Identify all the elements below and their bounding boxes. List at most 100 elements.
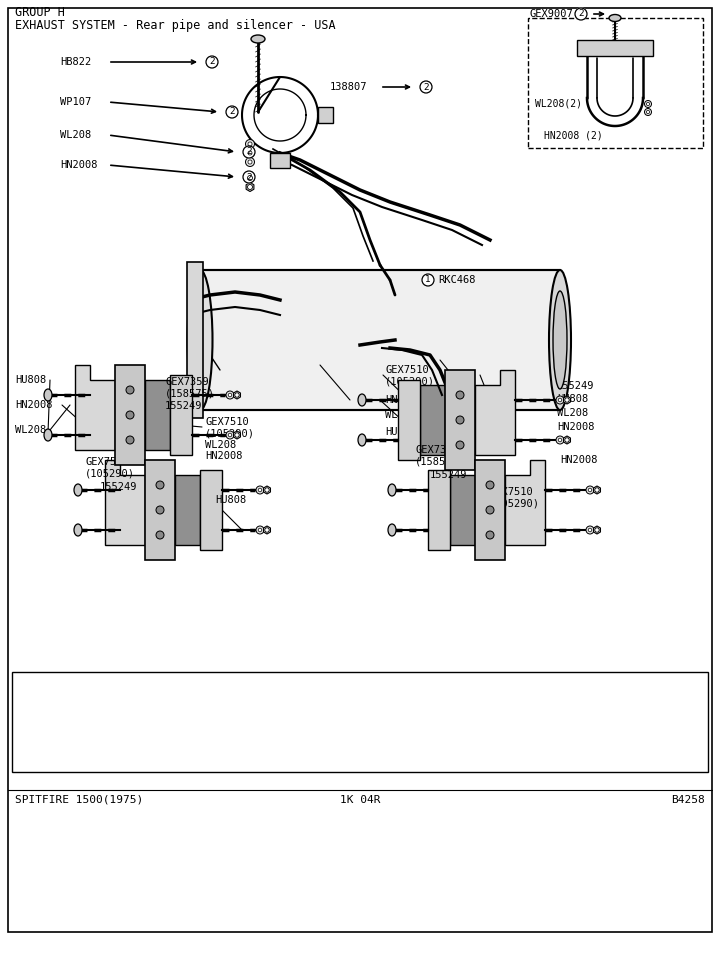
Bar (528, 18, 703, 148)
Polygon shape (475, 370, 515, 455)
Circle shape (248, 184, 253, 189)
Ellipse shape (44, 389, 52, 401)
Ellipse shape (388, 524, 396, 536)
Circle shape (226, 106, 238, 118)
Text: GEX7510: GEX7510 (385, 365, 428, 375)
Text: (105290): (105290) (205, 428, 255, 438)
Circle shape (248, 151, 252, 155)
Polygon shape (264, 486, 271, 494)
Circle shape (243, 146, 255, 158)
Circle shape (647, 103, 649, 106)
Bar (577, 40, 653, 56)
Polygon shape (200, 270, 560, 410)
Bar (115, 365, 145, 465)
Circle shape (156, 481, 164, 489)
Circle shape (226, 391, 234, 399)
Text: EXHAUST SYSTEM - Rear pipe and silencer - USA: EXHAUST SYSTEM - Rear pipe and silencer … (15, 19, 336, 33)
Ellipse shape (74, 484, 82, 496)
Bar (175, 475, 200, 545)
Text: RKC468: RKC468 (438, 275, 475, 285)
Polygon shape (505, 460, 545, 545)
Polygon shape (233, 391, 240, 399)
Circle shape (422, 274, 434, 286)
Text: GEX7510: GEX7510 (205, 417, 248, 427)
Text: 155249: 155249 (165, 401, 202, 411)
Circle shape (126, 411, 134, 419)
Text: HU808: HU808 (215, 495, 246, 505)
Bar (420, 385, 445, 455)
Text: 2: 2 (246, 148, 252, 156)
Text: 2: 2 (578, 10, 584, 18)
Bar (428, 470, 450, 550)
Circle shape (258, 528, 262, 532)
Polygon shape (105, 460, 145, 545)
Text: These parts comply with Californian state regulations when: These parts comply with Californian stat… (38, 682, 415, 692)
Text: (158575): (158575) (165, 388, 215, 398)
Text: GEX7359: GEX7359 (165, 377, 209, 387)
Bar (145, 380, 170, 450)
Text: (158575): (158575) (415, 456, 465, 466)
Circle shape (575, 8, 587, 20)
Circle shape (556, 396, 564, 404)
Text: fitted on the vehicles to which this list applies.: fitted on the vehicles to which this lis… (38, 697, 363, 707)
Ellipse shape (388, 484, 396, 496)
Circle shape (248, 176, 253, 180)
Circle shape (558, 438, 562, 442)
Text: WL208: WL208 (557, 408, 588, 418)
Bar (398, 380, 420, 460)
Bar (187, 262, 203, 418)
Circle shape (588, 489, 592, 492)
Bar (145, 460, 175, 560)
Text: WL208: WL208 (15, 425, 46, 435)
Ellipse shape (187, 270, 212, 410)
Circle shape (456, 391, 464, 399)
Polygon shape (233, 431, 240, 439)
Circle shape (235, 433, 239, 437)
Text: 2: 2 (423, 83, 429, 91)
Circle shape (256, 486, 264, 494)
Polygon shape (593, 486, 600, 494)
Text: WL208(2): WL208(2) (535, 98, 582, 108)
Circle shape (248, 142, 252, 146)
Polygon shape (318, 107, 333, 123)
Circle shape (126, 386, 134, 394)
Circle shape (420, 81, 432, 93)
Text: GEX9007: GEX9007 (530, 9, 574, 19)
Circle shape (456, 441, 464, 449)
Text: 2: 2 (23, 723, 29, 732)
Circle shape (126, 436, 134, 444)
Bar (12, 672, 708, 772)
Circle shape (156, 506, 164, 514)
Circle shape (556, 436, 564, 444)
Circle shape (235, 393, 239, 397)
Text: WL208: WL208 (60, 130, 91, 140)
Text: GEX7510: GEX7510 (490, 487, 534, 497)
Text: 1K 04R: 1K 04R (340, 795, 380, 805)
Circle shape (206, 56, 218, 68)
Circle shape (486, 481, 494, 489)
Circle shape (564, 438, 570, 443)
Ellipse shape (609, 14, 621, 21)
Text: WP107: WP107 (60, 97, 91, 107)
Text: 2: 2 (246, 173, 252, 181)
Circle shape (243, 171, 255, 183)
Polygon shape (75, 365, 115, 450)
Ellipse shape (549, 270, 571, 410)
Text: 2: 2 (210, 58, 215, 66)
Circle shape (486, 506, 494, 514)
Circle shape (486, 531, 494, 539)
Circle shape (228, 433, 232, 437)
Text: HN2008: HN2008 (385, 395, 423, 405)
Text: 155249: 155249 (100, 482, 138, 492)
Ellipse shape (251, 35, 265, 43)
Text: SPITFIRE 1500(1975): SPITFIRE 1500(1975) (15, 795, 143, 805)
Text: B4258: B4258 (671, 795, 705, 805)
Text: HU808: HU808 (557, 394, 588, 404)
Text: (105290): (105290) (490, 498, 540, 508)
Text: HN2008: HN2008 (560, 455, 598, 465)
Circle shape (586, 526, 594, 534)
Circle shape (647, 110, 649, 113)
Text: HN2008: HN2008 (15, 400, 53, 410)
Text: 155249: 155249 (430, 470, 467, 480)
Text: GEX7359: GEX7359 (415, 445, 459, 455)
